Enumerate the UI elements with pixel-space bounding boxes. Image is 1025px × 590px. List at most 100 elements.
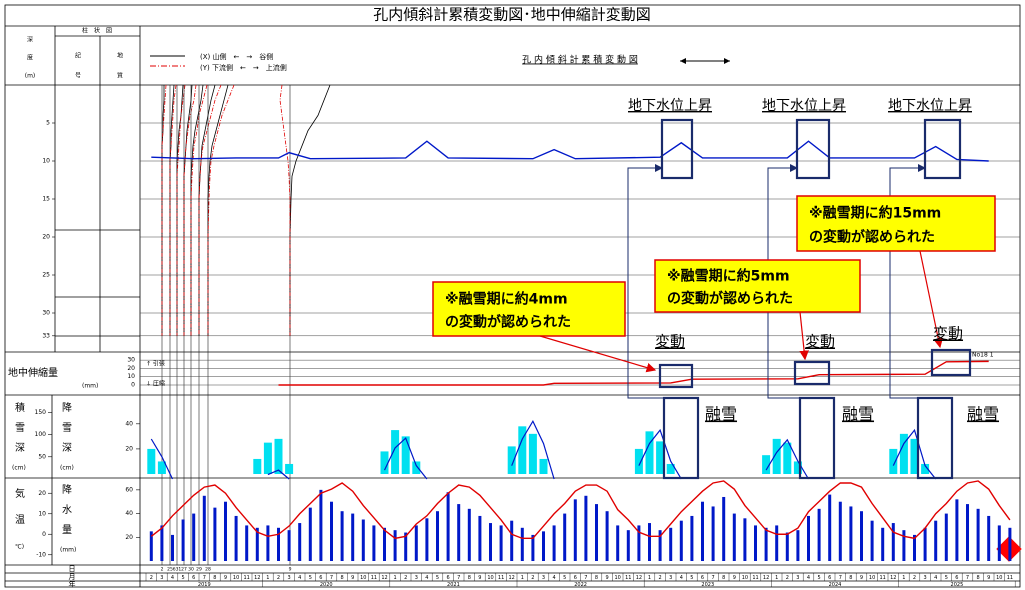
precip-bar — [436, 511, 439, 561]
callout-box — [432, 281, 626, 337]
precip-bar — [658, 530, 662, 561]
header-symbol: 記 — [75, 52, 81, 60]
month-tick-label: 1 — [648, 575, 651, 581]
precip-bar — [669, 527, 673, 561]
highlight-box — [662, 396, 700, 480]
month-tick-label: 5 — [563, 575, 566, 581]
precip-bar — [425, 518, 429, 561]
month-tick-label: 9 — [606, 575, 609, 581]
year-tick-label: 2020 — [320, 582, 333, 588]
depth-tick-label: 10 — [42, 158, 50, 165]
profile-x — [289, 84, 331, 336]
ext-unit: (mm) — [82, 383, 98, 390]
precip-label: 降 — [62, 483, 72, 496]
month-tick-label: 12 — [381, 575, 387, 581]
snowfall-bar — [910, 438, 919, 474]
month-tick-label: 5 — [690, 575, 693, 581]
month-tick-label: 11 — [371, 575, 377, 581]
precip-bar — [838, 501, 842, 561]
snowfall-bar — [645, 431, 654, 474]
month-tick-label: 12 — [890, 575, 896, 581]
month-tick-label: 10 — [360, 575, 366, 581]
legend-x: (X) 山側 ← → 谷側 — [200, 52, 273, 61]
precip-bar — [499, 525, 503, 561]
precip-bar — [701, 501, 704, 561]
snowfall-bar — [412, 461, 421, 474]
precip-bar — [298, 523, 302, 561]
snow-depth-line — [511, 419, 555, 480]
precip-bar — [997, 525, 1001, 561]
month-tick-label: 2 — [913, 575, 916, 581]
precip-bar — [595, 504, 598, 561]
precip-bar — [372, 525, 376, 561]
profile-label: 28 — [205, 567, 211, 573]
connector — [627, 164, 664, 399]
precip-bar — [340, 511, 344, 561]
month-tick-label: 9 — [860, 575, 863, 581]
precip-bar — [520, 527, 524, 561]
snowfall-bar — [157, 461, 166, 474]
snowfall-bar — [147, 448, 156, 474]
legend-y: (Y) 下流側 ← → 上流側 — [200, 63, 287, 72]
precip-bar — [552, 525, 556, 561]
precip-bar — [467, 508, 471, 561]
precip-label: 水 — [62, 504, 72, 516]
ext-compression: ↓ 圧縮 — [146, 380, 165, 388]
year-tick-label: 2021 — [447, 582, 460, 588]
month-tick-label: 4 — [553, 575, 556, 581]
month-tick-label: 4 — [425, 575, 428, 581]
month-tick-label: 11 — [752, 575, 758, 581]
header-geology: 質 — [117, 72, 123, 80]
depth-tick-label: 25 — [42, 272, 50, 279]
snowfall-label: 雪 — [62, 422, 72, 434]
ext-label: 地中伸縮量 — [8, 366, 58, 379]
month-tick-label: 2 — [531, 575, 534, 581]
ext-tick-label: 10 — [127, 373, 135, 380]
callout-text: ※融雪期に約5mm — [667, 268, 790, 285]
callout-text: の変動が認められた — [445, 314, 571, 331]
ext-tick-label: 0 — [131, 382, 135, 389]
precip-bar — [849, 506, 853, 561]
precip-bar — [255, 527, 259, 561]
precip-bar — [181, 519, 185, 561]
precip-bar — [616, 525, 620, 561]
month-tick-label: 8 — [468, 575, 471, 581]
precip-bar — [171, 534, 174, 561]
month-tick-label: 5 — [309, 575, 312, 581]
precip-bar — [923, 527, 927, 561]
depth-tick-label: 15 — [42, 196, 50, 203]
precip-bar — [966, 504, 969, 561]
precip-bar — [234, 515, 238, 561]
highlight-box — [923, 118, 962, 180]
precip-bar — [934, 520, 938, 561]
highlight-box — [930, 348, 972, 377]
month-tick-label: 8 — [341, 575, 344, 581]
month-tick-label: 2 — [150, 575, 153, 581]
precip-bar — [266, 525, 270, 561]
precip-bar — [955, 499, 959, 561]
precip-bar — [404, 532, 408, 561]
precip-bar — [202, 495, 206, 561]
callout-arrow — [799, 311, 809, 361]
month-tick-label: 9 — [351, 575, 354, 581]
month-tick-label: 9 — [733, 575, 736, 581]
month-tick-label: 3 — [796, 575, 799, 581]
precip-bar — [308, 507, 312, 561]
depth-tick-label: 5 — [46, 120, 50, 127]
month-tick-label: 11 — [625, 575, 631, 581]
snowfall-unit: (cm) — [60, 465, 74, 472]
header-depth: 度 — [27, 54, 33, 62]
precip-bar — [913, 534, 916, 561]
snowfall-bar — [391, 430, 400, 474]
year-tick-label: 2025 — [951, 582, 964, 588]
month-tick-label: 5 — [436, 575, 439, 581]
change-label: 変動 — [933, 325, 963, 343]
precip-tick-label: 60 — [125, 486, 133, 493]
profile-x — [176, 84, 184, 336]
precip-bar — [764, 527, 768, 561]
profile-label: 30 — [188, 567, 194, 573]
precip-bar — [414, 525, 418, 561]
snowfall-bar — [507, 446, 516, 474]
precip-bar — [785, 532, 789, 561]
